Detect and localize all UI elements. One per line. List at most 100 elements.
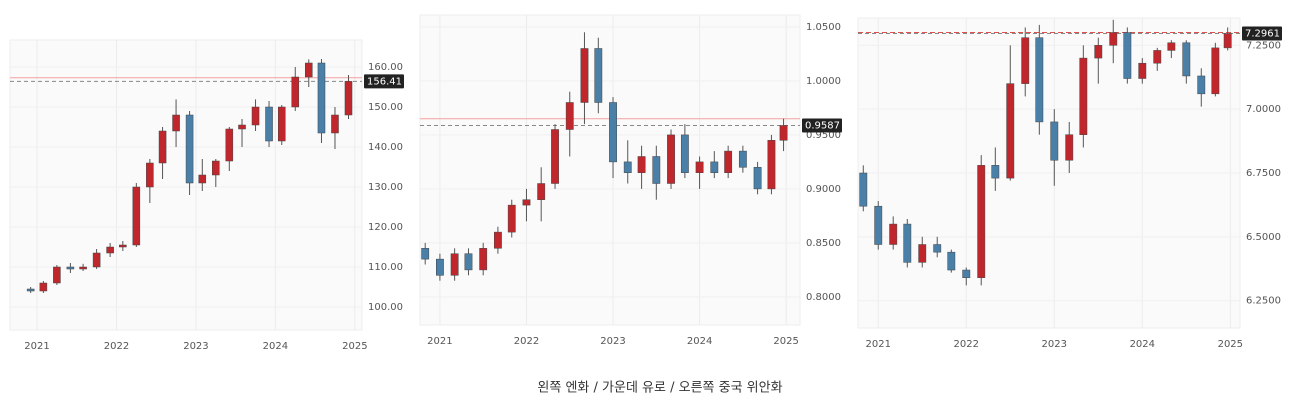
candle-body [753, 167, 762, 190]
candle-body [1079, 57, 1088, 135]
candle-body [609, 102, 617, 163]
candle-body [667, 134, 675, 184]
candle-body [623, 161, 632, 173]
candle-body [947, 251, 956, 271]
candle-body [537, 183, 546, 200]
candle-body [507, 204, 516, 233]
candle-body [637, 156, 646, 173]
candle-body [66, 266, 75, 270]
candle-body [479, 248, 488, 271]
price-label: 0.9587 [805, 120, 840, 131]
price-label-box [1242, 26, 1282, 41]
candle-body [225, 128, 234, 162]
candle-body [198, 174, 207, 184]
candle-body [991, 165, 1000, 179]
candle-body [767, 140, 776, 190]
x-tick-label: 2022 [104, 341, 129, 352]
y-tick-label: 0.9500 [806, 130, 841, 141]
candle-body [652, 156, 661, 184]
caption: 왼쪽 엔화 / 가운데 유로 / 오른쪽 중국 위안화 [537, 381, 782, 396]
price-label-box [802, 118, 842, 133]
candle-body [962, 269, 971, 278]
candle-body [494, 231, 502, 249]
y-tick-label: 140.00 [368, 142, 403, 153]
candle-body [779, 125, 788, 141]
candle-body [680, 134, 689, 173]
candle-body [212, 160, 220, 176]
y-tick-label: 1.0500 [806, 22, 841, 33]
candle-body [522, 199, 531, 206]
candle-body [580, 48, 589, 103]
candle-body [695, 161, 704, 173]
candle-body [265, 106, 273, 142]
candle-body [39, 282, 48, 292]
candle-body [933, 244, 942, 253]
candle-body [1006, 83, 1015, 179]
candle-body [859, 172, 868, 207]
x-tick-label: 2025 [773, 336, 798, 347]
candle-body [1223, 33, 1232, 49]
candle-body [158, 130, 167, 164]
candle-body [874, 205, 883, 245]
x-tick-label: 2023 [1042, 339, 1067, 350]
candle-body [1153, 50, 1162, 64]
candle-body [436, 258, 444, 276]
candle-body [889, 223, 898, 245]
candle-body [53, 266, 61, 284]
candle-body [238, 124, 246, 130]
candle-body [724, 150, 733, 173]
candle-body [450, 253, 459, 276]
candle-body [304, 62, 313, 78]
price-label-box [364, 74, 404, 89]
candle-body [172, 114, 180, 132]
price-label: 156.41 [367, 76, 402, 87]
y-tick-label: 160.00 [368, 62, 403, 73]
candle-body [1167, 42, 1176, 51]
y-tick-label: 6.2500 [1246, 296, 1281, 307]
candle-body [1094, 45, 1103, 59]
candle-body [1123, 32, 1132, 79]
y-tick-label: 0.8500 [806, 238, 841, 249]
x-tick-label: 2025 [342, 341, 367, 352]
y-tick-label: 120.00 [368, 222, 403, 233]
y-tick-label: 100.00 [368, 302, 403, 313]
candle-body [344, 81, 353, 116]
plot-area [9, 39, 363, 331]
y-tick-label: 0.9000 [806, 184, 841, 195]
candle-body [1211, 47, 1220, 95]
candle-body [79, 266, 87, 270]
candle-body [106, 246, 114, 254]
y-tick-label: 130.00 [368, 182, 403, 193]
x-tick-label: 2025 [1218, 339, 1243, 350]
x-tick-label: 2021 [24, 341, 49, 352]
candle-body [1197, 75, 1206, 95]
candle-body [464, 253, 473, 271]
x-tick-label: 2024 [1130, 339, 1155, 350]
candle-body [977, 165, 986, 278]
x-tick-label: 2024 [687, 336, 712, 347]
y-tick-label: 6.5000 [1246, 232, 1281, 243]
x-tick-label: 2022 [954, 339, 979, 350]
x-tick-label: 2021 [427, 336, 452, 347]
candle-body [1021, 37, 1030, 84]
y-tick-label: 0.8000 [806, 292, 841, 303]
candle-body [146, 162, 154, 188]
y-tick-label: 6.7500 [1246, 168, 1281, 179]
candle-body [26, 288, 35, 292]
y-tick-label: 150.00 [368, 102, 403, 113]
candle-body [918, 244, 927, 263]
candle-body [710, 161, 719, 173]
y-tick-label: 110.00 [368, 262, 403, 273]
candle-body [132, 186, 141, 246]
candle-body [317, 62, 326, 134]
candle-body [291, 76, 300, 108]
y-tick-label: 1.0000 [806, 76, 841, 87]
candle-body [1035, 37, 1044, 123]
candle-body [903, 223, 912, 263]
x-tick-label: 2023 [600, 336, 625, 347]
candle-body [119, 244, 127, 248]
candle-body [1050, 121, 1059, 161]
candle-body [565, 102, 574, 130]
